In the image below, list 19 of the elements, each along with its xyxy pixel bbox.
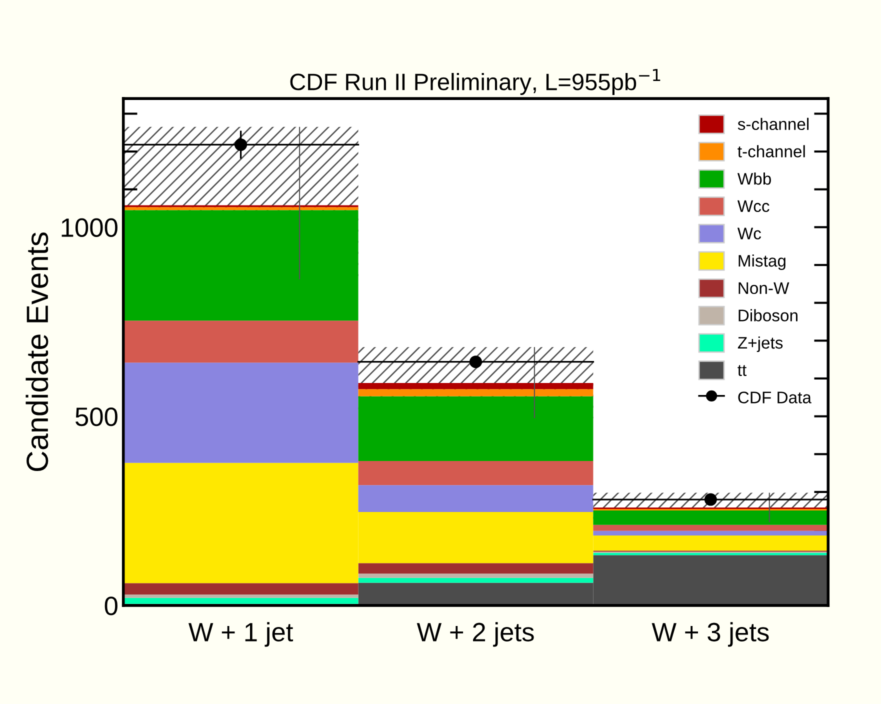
legend-label: Z+jets <box>738 336 783 352</box>
x-tick-label: W + 3 jets <box>652 622 769 647</box>
legend-label: Non-W <box>738 282 790 294</box>
y-axis-title: Candidate Events <box>26 232 48 472</box>
legend-label: s-channel <box>738 118 809 130</box>
legend-label: Mistag <box>738 254 786 270</box>
legend-label: tt <box>738 365 747 376</box>
x-tick-label: W + 1 jet <box>188 622 294 647</box>
legend-label: Wbb <box>737 172 771 185</box>
chart-title: CDF Run II Preliminary, L=955pb$^{−1}$ <box>290 68 660 95</box>
legend-label: CDF Data <box>738 392 812 404</box>
legend-label: Wc <box>737 228 762 240</box>
legend-label: Wcc <box>737 200 770 212</box>
legend-label: Diboson <box>738 309 798 322</box>
x-tick-label: W + 2 jets <box>416 622 534 647</box>
y-tick-label: 1000 <box>62 218 118 237</box>
y-tick-label: 0 <box>104 596 118 616</box>
y-tick-label: 500 <box>76 407 118 426</box>
legend-label: t-channel <box>738 145 805 158</box>
